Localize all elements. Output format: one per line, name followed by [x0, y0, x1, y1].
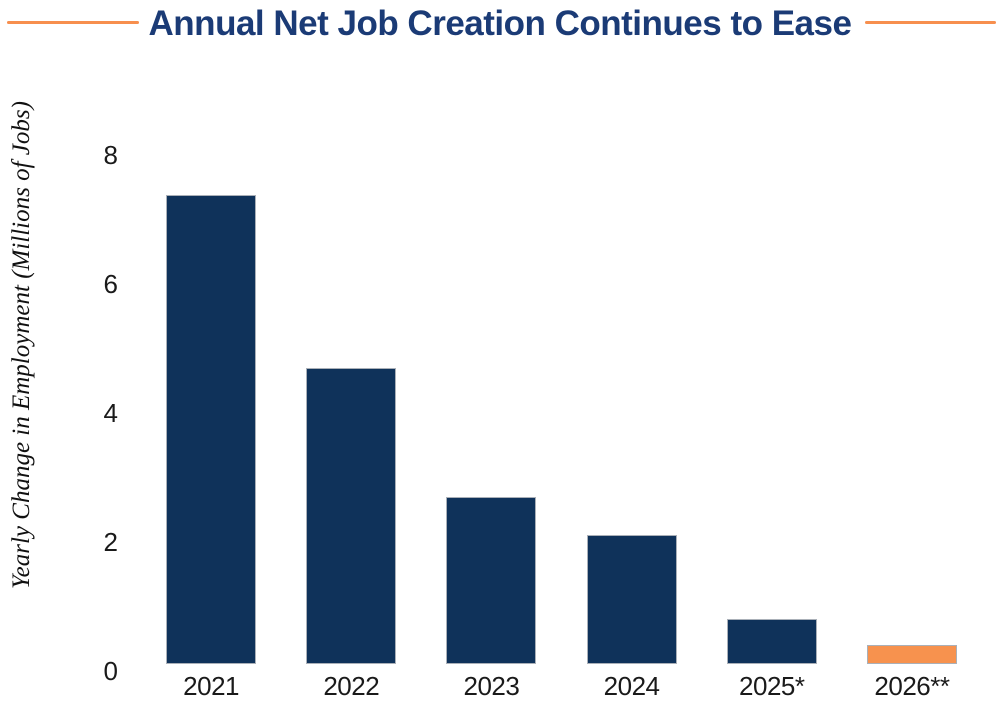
- x-axis-label: 2026**: [874, 671, 950, 701]
- y-tick-label: 6: [103, 269, 118, 299]
- plot-area: [141, 0, 982, 664]
- bar-slot: [562, 0, 702, 664]
- bar-2025: [726, 619, 817, 664]
- y-axis-title: Yearly Change in Employment (Millions of…: [8, 101, 35, 589]
- bar-2021: [166, 194, 257, 664]
- y-tick-label: 4: [103, 398, 118, 428]
- bar-slot: [842, 0, 982, 664]
- y-tick-label: 2: [103, 527, 118, 557]
- y-tick-label: 0: [103, 656, 118, 686]
- x-axis-label: 2024: [603, 671, 660, 701]
- bar-slot: [421, 0, 561, 664]
- bar-slot: [141, 0, 281, 664]
- x-axis-label: 2021: [183, 671, 239, 701]
- x-axis-labels: 2021 2022 2023 2024 2025* 2026**: [141, 672, 982, 700]
- title-rule-right: [865, 21, 996, 24]
- bar-slot: [702, 0, 842, 664]
- bar-slot: [281, 0, 421, 664]
- title-rule-left: [7, 21, 139, 24]
- chart-title: Annual Net Job Creation Continues to Eas…: [148, 4, 852, 43]
- x-axis-label: 2025*: [739, 671, 805, 701]
- x-axis-label: 2023: [463, 671, 520, 701]
- x-axis-label: 2022: [323, 671, 380, 701]
- y-tick-label: 8: [103, 140, 118, 170]
- bar-2022: [306, 368, 397, 664]
- bar-2024: [586, 535, 677, 664]
- bar-2023: [446, 496, 537, 664]
- bar-2026: [866, 644, 957, 664]
